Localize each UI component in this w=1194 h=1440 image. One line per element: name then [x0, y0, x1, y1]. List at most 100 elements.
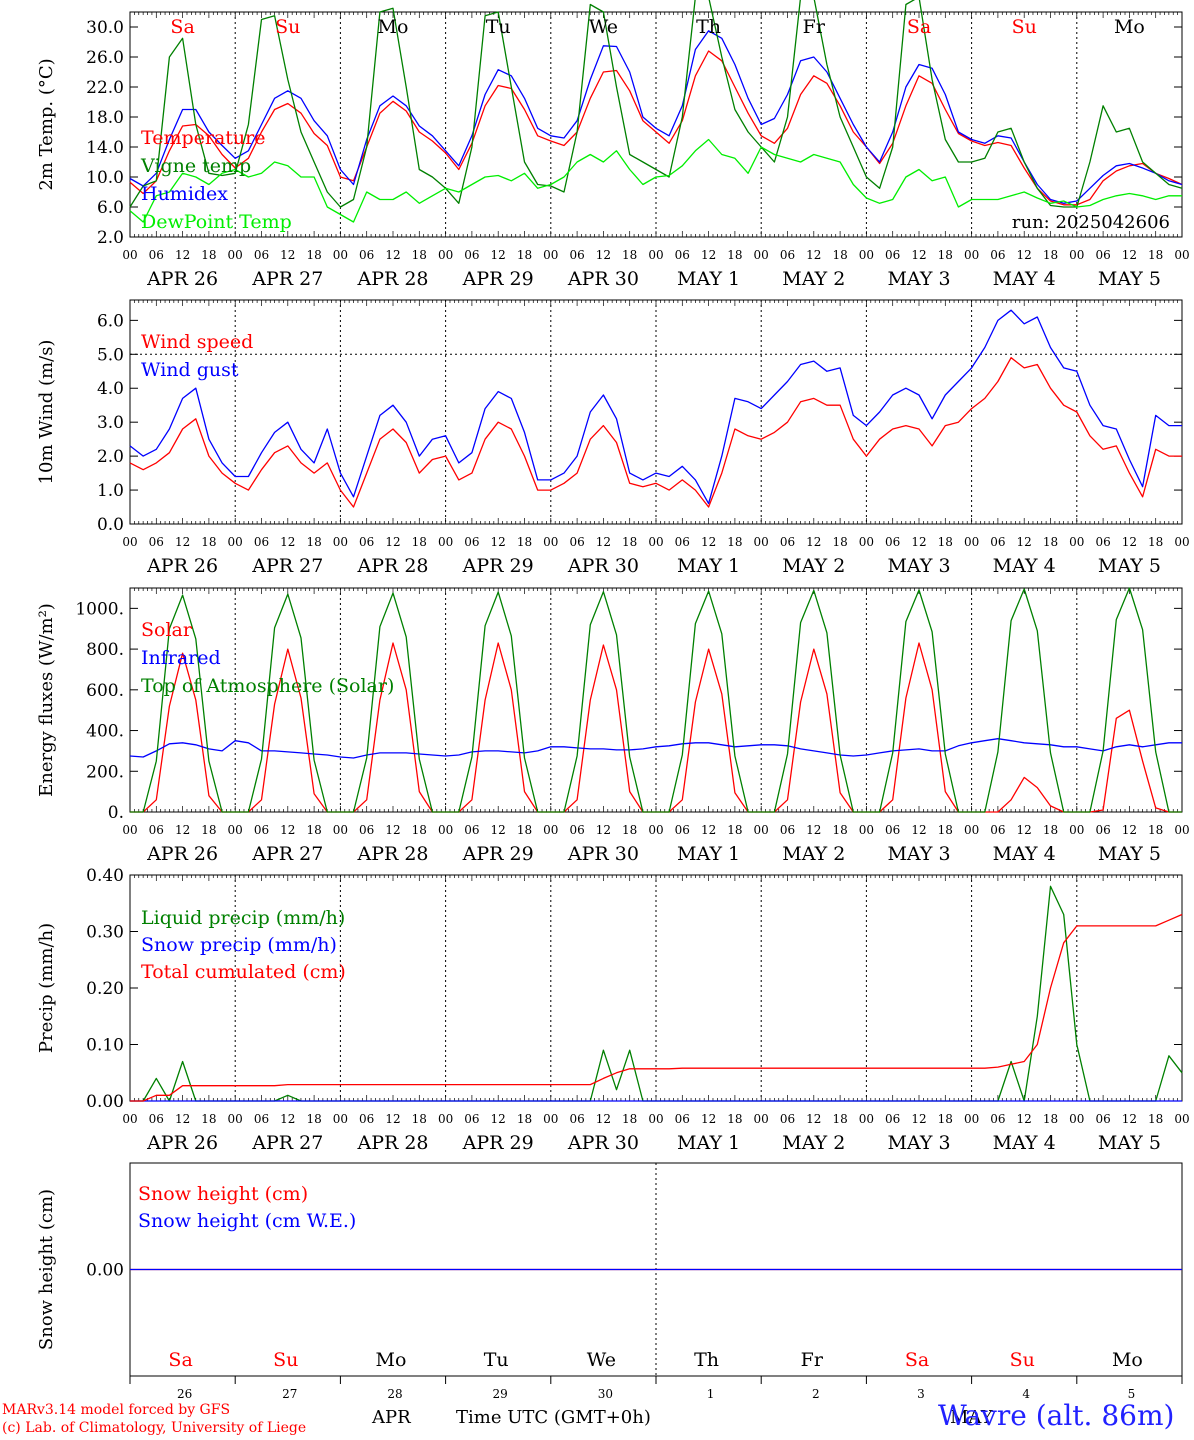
panel-4-day-label: APR 26 [146, 1132, 218, 1154]
panel-1-hour-label: 12 [806, 248, 821, 262]
panel-1-hour-label: 12 [491, 248, 506, 262]
panel-2-hour-label: 18 [832, 535, 847, 549]
panel-3-day-label: MAY 3 [887, 843, 950, 865]
day-number-label: 29 [493, 1387, 508, 1401]
panel-1-hour-label: 18 [517, 248, 532, 262]
panel-4-hour-label: 12 [385, 1112, 400, 1126]
panel-4-y-tick-label: 0.30 [86, 923, 124, 943]
panel-4-day-label: MAY 2 [782, 1132, 845, 1154]
panel-4-hour-label: 06 [254, 1112, 269, 1126]
panel-4-hour-label-end: 00 [1174, 1112, 1189, 1126]
panel-2-hour-label: 18 [1043, 535, 1058, 549]
panel-2-hour-label: 12 [596, 535, 611, 549]
panel-3-y-tick-label: 0. [108, 803, 124, 823]
panel-1-day-label: MAY 5 [1098, 268, 1161, 290]
panel-3-y-axis-title: Energy fluxes (W/m²) [36, 603, 57, 797]
panel-2-hour-label: 18 [306, 535, 321, 549]
weekday-label-bottom: Mo [1112, 1349, 1143, 1371]
weekday-label-bottom: Th [694, 1349, 719, 1371]
panel-2-hour-label: 12 [1017, 535, 1032, 549]
panel-2-hour-label: 18 [1148, 535, 1163, 549]
panel-3-hour-label: 06 [359, 823, 374, 837]
panel-3-hour-label: 06 [464, 823, 479, 837]
panel-2-series-wind-speed [129, 357, 1182, 508]
panel-3-hour-label: 12 [911, 823, 926, 837]
panel-1-day-label: APR 30 [567, 268, 639, 290]
panel-3-hour-label: 06 [254, 823, 269, 837]
panel-1-hour-label: 12 [596, 248, 611, 262]
panel-4-hour-label: 12 [491, 1112, 506, 1126]
panel-1-y-tick-label: 10.0 [86, 168, 124, 188]
panel-3-hour-label: 00 [648, 823, 663, 837]
panel-3-hour-label: 06 [149, 823, 164, 837]
panel-3-hour-label: 18 [832, 823, 847, 837]
panel-4-day-label: MAY 4 [993, 1132, 1056, 1154]
panel-1-day-label: APR 29 [462, 268, 534, 290]
panel-3-hour-label: 12 [280, 823, 295, 837]
panel-4-hour-label: 12 [806, 1112, 821, 1126]
panel-2-hour-label: 18 [622, 535, 637, 549]
panel-3-legend-item: Infrared [141, 647, 221, 669]
panel-4-hour-label: 06 [1095, 1112, 1110, 1126]
panel-2-hour-label: 00 [122, 535, 137, 549]
panel-1-day-label: APR 26 [146, 268, 218, 290]
panel-2-y-tick-label: 6.0 [97, 311, 124, 331]
panel-1-y-tick-label: 26.0 [86, 48, 124, 68]
panel-2-hour-label: 06 [1095, 535, 1110, 549]
weekday-label-bottom: Tu [484, 1349, 509, 1371]
panel-2-hour-label-end: 00 [1174, 535, 1189, 549]
panel-4-hour-label: 18 [622, 1112, 637, 1126]
day-number-label: 4 [1022, 1387, 1030, 1401]
panel-4-hour-label: 12 [175, 1112, 190, 1126]
panel-3-hour-label: 12 [491, 823, 506, 837]
panel-4-hour-label: 12 [596, 1112, 611, 1126]
panel-1-hour-label: 12 [701, 248, 716, 262]
panel-4-legend-item: Liquid precip (mm/h) [141, 907, 345, 929]
panel-4-hour-label: 12 [911, 1112, 926, 1126]
panel-4-hour-label: 18 [1148, 1112, 1163, 1126]
panel-3-day-label: MAY 1 [677, 843, 740, 865]
weekday-label-top: Mo [378, 16, 409, 38]
panel-4-hour-label: 06 [359, 1112, 374, 1126]
panel-1-day-label: MAY 3 [887, 268, 950, 290]
panel-1-y-tick-label: 6.0 [97, 198, 124, 218]
panel-1-hour-label: 06 [149, 248, 164, 262]
panel-1-hour-label: 12 [280, 248, 295, 262]
panel-3-hour-label: 18 [1148, 823, 1163, 837]
panel-3-hour-label: 06 [1095, 823, 1110, 837]
panel-2-hour-label: 00 [964, 535, 979, 549]
panel-3-hour-label: 00 [964, 823, 979, 837]
panel-1-hour-label: 18 [1043, 248, 1058, 262]
panel-2-hour-label: 00 [333, 535, 348, 549]
panel-1-y-tick-label: 30.0 [86, 18, 124, 38]
panel-3-hour-label: 00 [859, 823, 874, 837]
panel-4-day-label: MAY 3 [887, 1132, 950, 1154]
panel-4-day-label: APR 28 [356, 1132, 428, 1154]
panel-1-day-label: APR 28 [356, 268, 428, 290]
panel-4-hour-label: 00 [648, 1112, 663, 1126]
panel-2-hour-label: 12 [175, 535, 190, 549]
panel-1-series-dewpoint-temp [129, 138, 1182, 223]
panel-3-hour-label: 18 [306, 823, 321, 837]
panel-1-hour-label: 06 [990, 248, 1005, 262]
panel-2-hour-label: 06 [464, 535, 479, 549]
panel-1-hour-label: 06 [1095, 248, 1110, 262]
panel-3-hour-label: 00 [754, 823, 769, 837]
panel-4-hour-label: 06 [780, 1112, 795, 1126]
panel-3-hour-label: 18 [727, 823, 742, 837]
panel-4-hour-label: 00 [543, 1112, 558, 1126]
panel-1-legend-item: Vigne temp [140, 155, 251, 177]
panel-3-day-label: APR 27 [251, 843, 323, 865]
panel-3-legend-item: Top of Atmosphere (Solar) [141, 675, 394, 697]
panel-4-hour-label: 00 [859, 1112, 874, 1126]
panel-2-hour-label: 00 [648, 535, 663, 549]
panel-3-hour-label: 00 [333, 823, 348, 837]
panel-5-legend-item: Snow height (cm W.E.) [138, 1210, 356, 1232]
station-title: Wavre (alt. 86m) [938, 1399, 1175, 1432]
panel-1-series-humidex [129, 30, 1183, 204]
day-number-label: 2 [812, 1387, 820, 1401]
panel-4-hour-label: 18 [1043, 1112, 1058, 1126]
panel-2-hour-label: 18 [201, 535, 216, 549]
panel-2-hour-label: 00 [754, 535, 769, 549]
